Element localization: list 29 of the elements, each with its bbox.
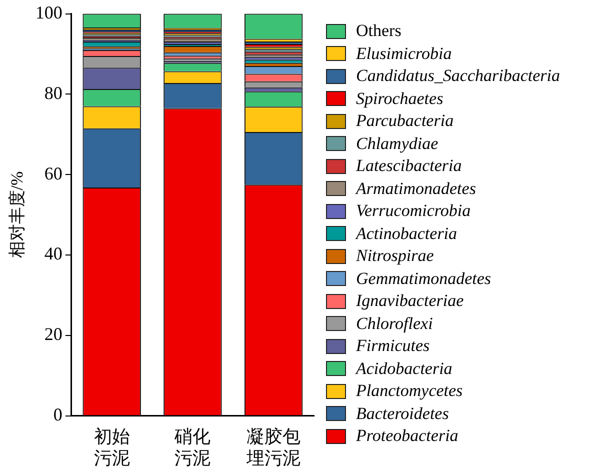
legend-label: Ignavibacteriae — [356, 290, 464, 312]
legend-label: Chloroflexi — [356, 312, 433, 335]
x-tick-label: 初始污泥 — [94, 426, 130, 468]
legend-label: Actinobacteria — [356, 222, 458, 244]
legend-label: Bacteroidetes — [356, 402, 449, 424]
legend-label: Candidatus_Saccharibacteria — [356, 65, 560, 87]
y-tick-label: 100 — [35, 2, 62, 23]
text: Proteobacteria — [356, 425, 458, 447]
legend-label: Parcubacteria — [356, 110, 454, 132]
legend-label: Acidobacteria — [356, 358, 452, 380]
legend-label: Latescibacteria — [356, 155, 462, 177]
y-axis-title: 相对丰度/% — [8, 171, 27, 258]
legend-label: Planctomycetes — [356, 380, 463, 402]
x-tick-label: 凝胶包埋污泥 — [246, 426, 301, 468]
y-tick-label: 80 — [44, 82, 62, 103]
legend-label: Armatimonadetes — [356, 178, 476, 200]
legend-label: Others — [356, 20, 402, 42]
legend-label: Chlamydiae — [356, 132, 438, 155]
legend-label: Firmicutes — [356, 335, 430, 357]
legend-label: Gemmatimonadetes — [356, 268, 492, 290]
legend-label: Nitrospirae — [356, 245, 434, 267]
y-tick-label: 0 — [53, 404, 62, 425]
x-tick-label: 硝化污泥 — [174, 426, 211, 468]
legend-label: Elusimicrobia — [356, 42, 452, 64]
text: Spirochaetes — [356, 88, 444, 110]
legend-label: Verrucomicrobia — [356, 200, 471, 222]
y-tick-label: 40 — [44, 244, 62, 264]
y-tick-label: 60 — [44, 163, 62, 184]
y-tick-label: 20 — [44, 324, 62, 344]
